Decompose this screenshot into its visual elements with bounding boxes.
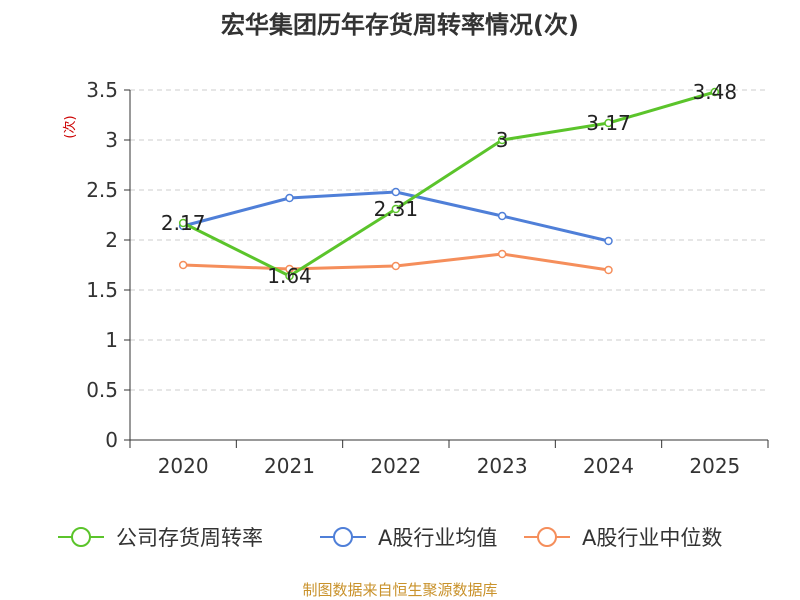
x-tick-label: 2024 bbox=[583, 454, 634, 478]
data-point bbox=[604, 236, 613, 246]
y-axis-unit-label: (次) bbox=[62, 115, 78, 138]
data-label: 1.64 bbox=[267, 264, 312, 288]
chart-title: 宏华集团历年存货周转率情况(次) bbox=[221, 11, 579, 39]
x-tick-label: 2021 bbox=[264, 454, 315, 478]
data-point bbox=[497, 135, 507, 145]
y-tick-label: 0 bbox=[105, 428, 118, 452]
y-tick-label: 3 bbox=[105, 128, 118, 152]
data-label: 3.17 bbox=[586, 111, 631, 135]
data-label: 3 bbox=[496, 128, 509, 152]
legend-swatch-marker bbox=[537, 527, 557, 547]
x-tick-label: 2022 bbox=[370, 454, 421, 478]
legend-swatch-marker bbox=[71, 527, 91, 547]
y-tick-label: 2 bbox=[105, 228, 118, 252]
grid-lines bbox=[130, 89, 768, 391]
y-tick-label: 0.5 bbox=[86, 378, 118, 402]
x-tick-label: 2025 bbox=[689, 454, 740, 478]
y-tick-label: 2.5 bbox=[86, 178, 118, 202]
data-point bbox=[391, 187, 401, 197]
data-point bbox=[497, 249, 507, 259]
legend-label: A股行业中位数 bbox=[582, 526, 722, 550]
data-point bbox=[285, 193, 294, 203]
data-point bbox=[178, 260, 188, 270]
legend-swatch-marker bbox=[333, 527, 353, 547]
data-label: 3.48 bbox=[693, 80, 738, 104]
data-point bbox=[604, 265, 613, 275]
data-point bbox=[178, 218, 188, 228]
series-line bbox=[182, 90, 716, 278]
legend: 公司存货周转率 A股行业均值 A股行业中位数 bbox=[58, 526, 722, 550]
data-point bbox=[391, 204, 401, 214]
x-tick-label: 2020 bbox=[158, 454, 209, 478]
legend-label: A股行业均值 bbox=[378, 526, 497, 550]
x-tick-label: 2023 bbox=[477, 454, 528, 478]
data-label: 2.17 bbox=[161, 211, 206, 235]
legend-label: 公司存货周转率 bbox=[116, 526, 263, 550]
y-tick-label: 1.5 bbox=[86, 278, 118, 302]
data-point bbox=[391, 261, 401, 271]
data-label: 2.31 bbox=[374, 197, 419, 221]
y-tick-label: 3.5 bbox=[86, 78, 118, 102]
source-note: 制图数据来自恒生聚源数据库 bbox=[302, 581, 497, 599]
data-point bbox=[497, 211, 507, 221]
series-layer bbox=[178, 87, 720, 281]
axes: 0 0.5 1 1.5 2 2.5 3 3.5 2020 2021 2022 2023 2024 2025 bbox=[86, 78, 769, 478]
data-labels: 2.17 1.64 2.31 3 3.17 3.48 bbox=[161, 80, 737, 288]
y-tick-label: 1 bbox=[105, 328, 118, 352]
data-point bbox=[604, 118, 613, 128]
data-point bbox=[710, 87, 720, 97]
data-point bbox=[285, 271, 294, 281]
